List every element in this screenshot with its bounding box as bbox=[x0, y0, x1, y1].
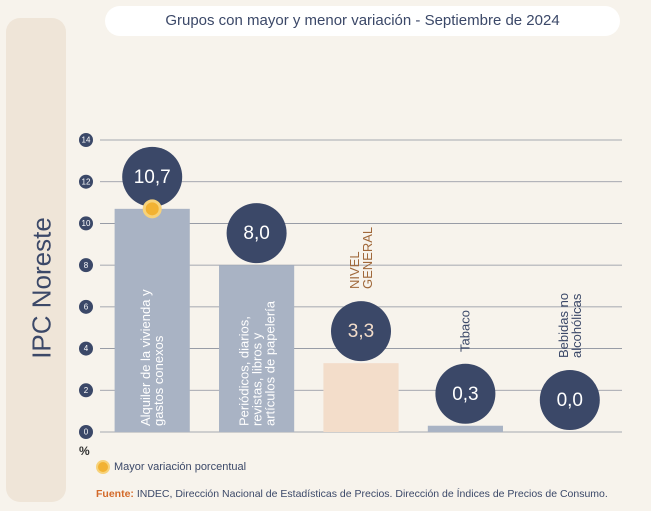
bar bbox=[428, 426, 503, 432]
y-axis-label: % bbox=[79, 444, 90, 458]
value-label: 8,0 bbox=[243, 223, 269, 244]
category-label: NIVEL GENERAL bbox=[348, 209, 374, 289]
y-tick-label: 4 bbox=[84, 344, 89, 353]
category-label: Bebidas no alcohólicas bbox=[557, 278, 583, 358]
legend-label: Mayor variación porcentual bbox=[114, 461, 246, 473]
legend: Mayor variación porcentual bbox=[96, 460, 246, 474]
source: Fuente: INDEC, Dirección Nacional de Est… bbox=[96, 488, 608, 500]
y-tick-label: 6 bbox=[84, 302, 89, 311]
y-tick-label: 2 bbox=[84, 386, 89, 395]
category-label: Alquiler de la vivienda y gastos conexos bbox=[139, 286, 165, 426]
y-tick-label: 0 bbox=[84, 428, 89, 437]
value-label: 10,7 bbox=[134, 167, 171, 188]
category-label: Tabaco bbox=[459, 272, 472, 352]
value-label: 0,3 bbox=[452, 384, 478, 405]
bar bbox=[323, 363, 398, 432]
y-tick-label: 14 bbox=[82, 136, 91, 145]
chart: 0 2 4 6 8 10 12 14 10,7 8,0 3,3 0,3 0,0 bbox=[0, 0, 651, 511]
y-tick-label: 12 bbox=[82, 177, 91, 186]
value-label: 3,3 bbox=[348, 321, 374, 342]
source-text: INDEC, Dirección Nacional de Estadística… bbox=[137, 488, 608, 500]
legend-marker bbox=[96, 460, 110, 474]
category-label: Periódicos, diarios, revistas, libros y … bbox=[237, 286, 276, 426]
source-label: Fuente: bbox=[96, 488, 134, 500]
highlight-marker bbox=[144, 201, 160, 217]
y-tick-label: 8 bbox=[84, 261, 89, 270]
page: IPC Noreste Grupos con mayor y menor var… bbox=[0, 0, 651, 511]
y-tick-label: 10 bbox=[82, 219, 91, 228]
value-label: 0,0 bbox=[557, 390, 583, 411]
